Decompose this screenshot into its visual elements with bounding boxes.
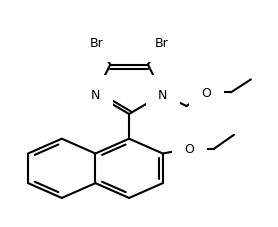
Text: O: O: [185, 142, 194, 155]
Text: N: N: [158, 88, 167, 101]
Text: N: N: [91, 88, 100, 101]
Text: O: O: [201, 86, 211, 99]
Text: Br: Br: [90, 37, 103, 50]
Text: Br: Br: [155, 37, 169, 50]
